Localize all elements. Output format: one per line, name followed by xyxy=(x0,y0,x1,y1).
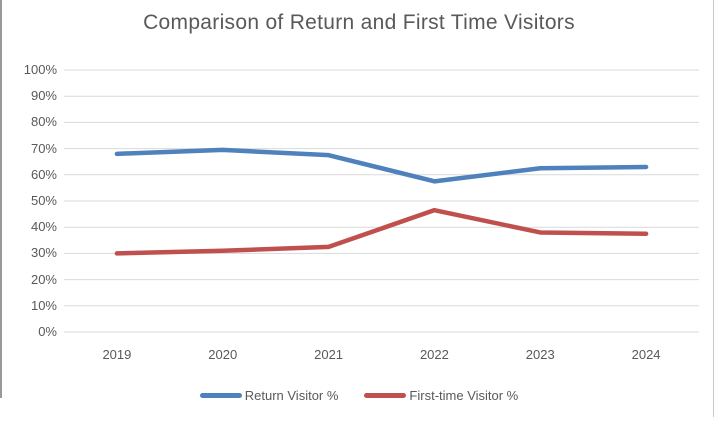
y-axis-tick-label: 40% xyxy=(30,219,57,235)
legend-line-swatch xyxy=(364,393,407,398)
y-axis-tick-label: 20% xyxy=(30,271,57,287)
y-axis-tick-label: 100% xyxy=(23,62,57,77)
x-axis-tick-label: 2023 xyxy=(525,347,555,362)
x-axis-tick-label: 2020 xyxy=(208,347,238,362)
x-axis-tick-label: 2022 xyxy=(419,347,449,362)
window-edge-right xyxy=(713,0,714,417)
legend: Return Visitor % First-time Visitor % xyxy=(0,388,718,403)
y-axis-tick-label: 80% xyxy=(30,114,57,130)
legend-label: First-time Visitor % xyxy=(409,388,519,403)
series-line-0 xyxy=(114,147,649,184)
y-axis-tick-label: 0% xyxy=(38,324,57,339)
y-axis-tick-label: 10% xyxy=(30,297,57,313)
series-line-1 xyxy=(114,207,649,256)
legend-item-1: First-time Visitor % xyxy=(364,388,518,403)
legend-label: Return Visitor % xyxy=(244,388,339,403)
y-axis-tick-label: 60% xyxy=(30,166,57,182)
chart-title: Comparison of Return and First Time Visi… xyxy=(143,11,575,34)
legend-line-swatch xyxy=(199,393,242,398)
y-axis-tick-label: 70% xyxy=(30,140,57,156)
x-axis-tick-label: 2021 xyxy=(314,347,344,362)
legend-item-0: Return Visitor % xyxy=(199,388,339,403)
y-axis-tick-label: 50% xyxy=(30,193,57,208)
window-edge-left xyxy=(0,0,2,398)
y-axis-tick-label: 30% xyxy=(30,245,57,261)
x-axis-tick-label: 2019 xyxy=(102,347,132,362)
x-axis-tick-label: 2024 xyxy=(631,347,661,362)
y-axis-tick-label: 90% xyxy=(30,88,57,104)
